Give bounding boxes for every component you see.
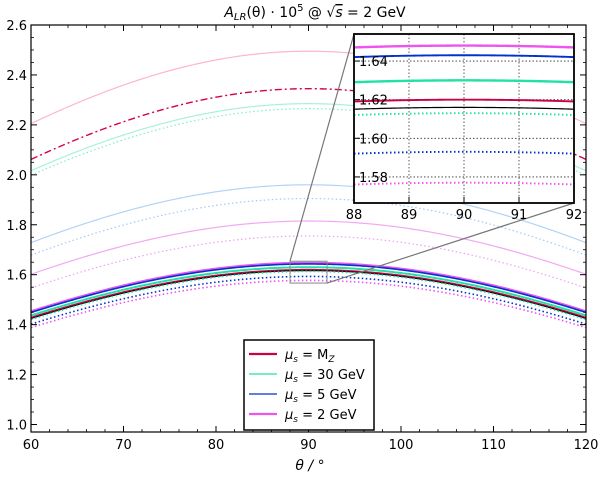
- inset-series-line-blue-main-dotted: [354, 150, 574, 155]
- inset-series-line-magenta-main-dotted: [354, 181, 574, 186]
- y-tick-label: 2.4: [6, 69, 27, 84]
- inset-axes: 88 89 90 91 92 1.58 1.60 1.62 1.64: [346, 55, 583, 223]
- x-tick-label: 110: [481, 438, 506, 453]
- inset-y-tick-label: 1.58: [359, 171, 388, 186]
- series-line-blue-main-solid: [31, 263, 586, 314]
- y-tick-label: 1.6: [6, 269, 27, 284]
- inset-y-tick-label: 1.62: [359, 94, 388, 109]
- inset-frame: [353, 33, 575, 204]
- inset-plot-lines: [354, 44, 574, 186]
- x-tick-label: 90: [300, 438, 317, 453]
- series-line-magenta-main-solid: [31, 261, 586, 313]
- series-line-crimson-main-solid: [31, 268, 586, 319]
- x-axis-label: θ / °: [295, 458, 324, 474]
- title-d: = 2 GeV: [343, 5, 406, 21]
- title-b: (θ) · 10: [246, 5, 297, 21]
- inset-x-tick-label: 89: [401, 208, 418, 223]
- inset-series-line-aqua-main-dotted: [354, 112, 574, 116]
- series-line-violet-light-solid: [31, 220, 586, 275]
- title-s: s: [335, 5, 342, 21]
- main-plot-lines: [31, 50, 586, 329]
- title-sub: LR: [234, 12, 247, 23]
- title-exp: 5: [297, 3, 303, 14]
- title-a: A: [223, 5, 234, 21]
- x-tick-label: 60: [23, 438, 40, 453]
- x-axis-label-text: θ / °: [295, 458, 324, 474]
- inset-y-tick-label: 1.64: [359, 55, 388, 70]
- chart-title: ALR(θ) · 105 @ √s = 2 GeV: [223, 3, 406, 23]
- y-tick-label: 1.4: [6, 319, 27, 334]
- x-tick-label: 120: [574, 438, 599, 453]
- legend-label-1: μs = 30 GeV: [284, 368, 365, 385]
- inset-x-tick-label: 88: [346, 208, 363, 223]
- y-tick-label: 1.2: [6, 369, 27, 384]
- y-tick-label: 2.6: [6, 19, 27, 34]
- zoom-connector-upper: [289, 33, 355, 262]
- series-line-lightblue-dotted: [31, 197, 586, 256]
- inset-series-line-blue-main-solid: [354, 54, 574, 59]
- legend-label-2: μs = 5 GeV: [284, 388, 357, 405]
- y-tick-label: 1.0: [6, 419, 27, 434]
- inset-series-line-aqua-main-solid: [354, 79, 574, 84]
- inset-x-tick-label: 92: [566, 208, 583, 223]
- series-line-black-main-solid: [31, 270, 586, 320]
- series-line-aqua-main-solid: [31, 266, 586, 317]
- y-tick-label: 2.0: [6, 169, 27, 184]
- y-tick-label: 1.8: [6, 219, 27, 234]
- legend: μs = MZ μs = 30 GeV μs = 5 GeV μs = 2 Ge…: [243, 339, 375, 431]
- zoom-connector-lower: [326, 202, 575, 284]
- inset-series-line-crimson-main-solid: [354, 98, 574, 103]
- series-line-blue-main-dotted: [31, 275, 586, 325]
- series-line-magenta-main-dotted: [31, 279, 586, 329]
- legend-label-0: μs = MZ: [284, 348, 335, 365]
- x-tick-label: 80: [208, 438, 225, 453]
- y-tick-label: 2.2: [6, 119, 27, 134]
- title-root: √: [326, 5, 335, 21]
- inset-x-tick-label: 90: [456, 208, 473, 223]
- inset-series-line-black-main-solid: [354, 106, 574, 110]
- inset-series-line-magenta-main-solid: [354, 44, 574, 49]
- main-plot-frame: [30, 24, 587, 433]
- title-c: @: [303, 5, 326, 21]
- zoom-region-box: [289, 260, 328, 284]
- x-tick-label: 70: [115, 438, 132, 453]
- x-tick-label: 100: [389, 438, 414, 453]
- inset-y-tick-label: 1.60: [359, 132, 388, 147]
- series-line-crimson-upper-dashdot: [31, 87, 586, 161]
- legend-label-3: μs = 2 GeV: [284, 408, 357, 425]
- series-line-violet-light-dotted: [31, 235, 586, 289]
- series-line-lightblue-solid: [31, 184, 586, 244]
- inset-x-tick-label: 91: [511, 208, 528, 223]
